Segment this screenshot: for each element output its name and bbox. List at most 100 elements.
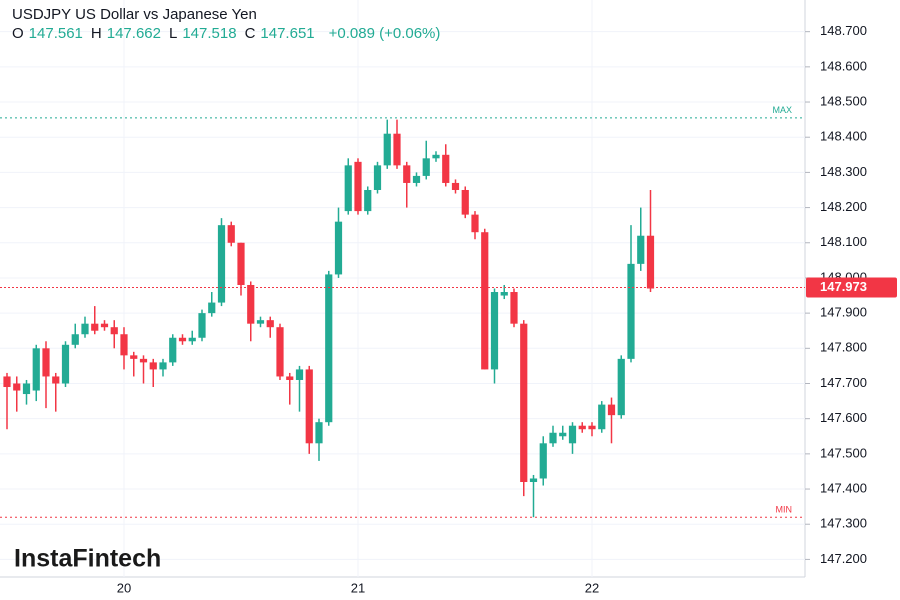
ohlc-key: L <box>169 25 177 42</box>
candle-body <box>393 133 401 166</box>
ohlc-legend: O 147.561 H 147.662 L 147.518 C 147.651 +0.089 (… <box>12 25 440 42</box>
max-line-label: MAX <box>772 105 792 115</box>
candle-body <box>52 376 60 384</box>
candle-body <box>510 292 518 324</box>
y-tick-label: 147.500 <box>820 445 867 460</box>
candle-body <box>354 161 362 212</box>
candle-body <box>286 376 294 380</box>
candle-body <box>22 383 31 395</box>
candle-body <box>373 165 382 190</box>
candle-body <box>61 344 70 384</box>
candle-body <box>403 165 411 183</box>
candle-body <box>598 404 606 430</box>
candle-body <box>208 302 216 314</box>
ohlc-value: 147.561 <box>29 25 83 42</box>
candle-body <box>529 478 538 483</box>
candle-body <box>637 235 645 264</box>
ohlc-key: O <box>12 25 24 42</box>
overlay: MAX MIN 147.973 <box>0 105 897 518</box>
candle-body <box>266 320 274 328</box>
candle-body <box>81 323 89 335</box>
candle-body <box>422 158 430 176</box>
candle-body <box>42 348 50 377</box>
candle-body <box>432 154 440 159</box>
chart-title: USDJPY US Dollar vs Japanese Yen <box>12 6 257 23</box>
ohlc-key: H <box>91 25 102 42</box>
candle-body <box>646 235 655 289</box>
y-tick-label: 148.700 <box>820 23 867 38</box>
x-tick-label: 20 <box>117 580 131 595</box>
candle-body <box>295 369 304 380</box>
candle-body <box>198 313 206 338</box>
candle-body <box>383 133 391 166</box>
candle-body <box>91 323 99 331</box>
y-tick-label: 147.200 <box>820 551 867 566</box>
candle-body <box>305 369 313 444</box>
candle-body <box>549 432 557 444</box>
candle-body <box>159 362 167 370</box>
candle-body <box>344 165 352 212</box>
candle-body <box>247 284 255 324</box>
candle-body <box>100 323 109 328</box>
candle-body <box>71 334 79 345</box>
candle-body <box>617 358 625 416</box>
y-tick-label: 148.100 <box>820 234 867 249</box>
candle-body <box>520 323 528 483</box>
min-line-label: MIN <box>776 505 793 515</box>
y-tick-label: 147.800 <box>820 340 867 355</box>
candle-body <box>481 232 489 370</box>
candle-body <box>442 154 450 183</box>
ohlc-value: 147.518 <box>182 25 236 42</box>
ohlc-value: 147.662 <box>107 25 161 42</box>
candle-body <box>227 225 235 243</box>
y-tick-label: 148.400 <box>820 129 867 144</box>
candle-body <box>256 320 265 324</box>
y-tick-label: 147.400 <box>820 480 867 495</box>
change: +0.089 (+0.06%) <box>329 25 441 42</box>
x-tick-label: 22 <box>585 580 599 595</box>
candle-body <box>578 425 586 430</box>
candle-body <box>217 225 226 303</box>
candle-body <box>461 189 469 215</box>
candle-body <box>607 404 616 416</box>
grid: 147.200 147.300 147.400 147.500 147.600 147.7… <box>0 0 867 595</box>
y-tick-label: 147.600 <box>820 410 867 425</box>
candle-body <box>130 355 138 359</box>
candle-body <box>120 334 128 356</box>
y-tick-label: 148.600 <box>820 58 867 73</box>
y-tick-label: 148.300 <box>820 164 867 179</box>
y-tick-label: 148.200 <box>820 199 867 214</box>
candle-body <box>178 337 187 342</box>
candle-body <box>559 432 567 437</box>
ohlc-key: C <box>245 25 256 42</box>
y-tick-label: 147.700 <box>820 375 867 390</box>
y-tick-label: 147.900 <box>820 305 867 320</box>
candle-body <box>315 422 323 444</box>
ohlc-value: 147.651 <box>260 25 314 42</box>
candle-body <box>627 263 635 359</box>
y-tick-label: 148.500 <box>820 93 867 108</box>
candle-body <box>471 214 479 233</box>
candle-body <box>568 425 577 444</box>
candle-body <box>13 383 21 391</box>
last-price-label: 147.973 <box>820 279 867 294</box>
candle-body <box>412 175 421 183</box>
candle-body <box>188 337 196 342</box>
last-price-tag <box>806 277 897 298</box>
candle-body <box>149 362 157 370</box>
watermark: InstaFintech <box>14 545 161 573</box>
candle-body <box>169 337 177 363</box>
candle-body <box>110 327 118 335</box>
candle-body <box>539 443 547 479</box>
candle-body <box>451 182 460 190</box>
candle-body <box>276 327 284 377</box>
candle-body <box>237 242 245 285</box>
candle-body <box>364 189 372 212</box>
y-tick-label: 147.300 <box>820 516 867 531</box>
candle-body <box>32 348 40 391</box>
candle-body <box>490 292 499 370</box>
candle-body <box>588 425 596 430</box>
candles <box>3 119 655 518</box>
